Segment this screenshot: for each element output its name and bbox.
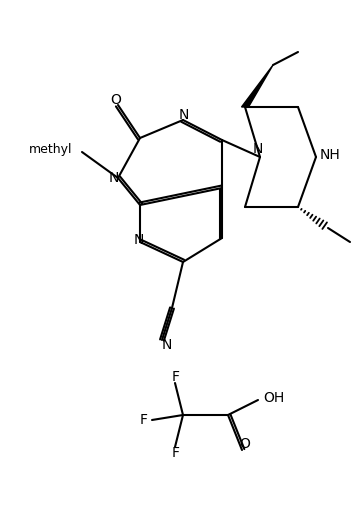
Text: N: N <box>162 338 172 352</box>
Text: F: F <box>172 446 180 460</box>
Text: N: N <box>134 233 144 247</box>
Polygon shape <box>241 65 273 107</box>
Text: F: F <box>140 413 148 427</box>
Text: F: F <box>172 370 180 384</box>
Text: O: O <box>240 437 250 451</box>
Text: N: N <box>253 142 263 156</box>
Text: NH: NH <box>320 148 340 162</box>
Text: N: N <box>109 171 119 185</box>
Text: methyl: methyl <box>29 143 72 156</box>
Text: N: N <box>179 108 189 122</box>
Text: O: O <box>111 93 121 107</box>
Text: OH: OH <box>263 391 285 405</box>
